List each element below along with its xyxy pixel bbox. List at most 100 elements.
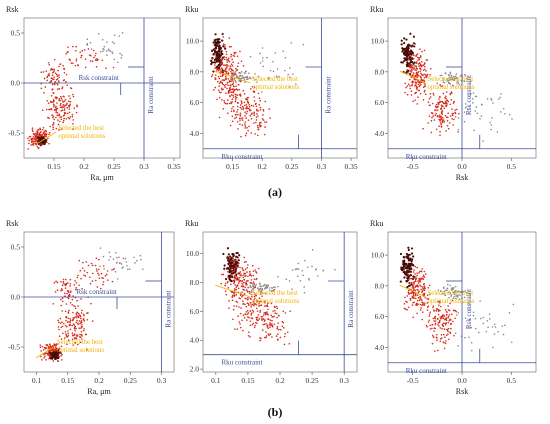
point-b1	[120, 263, 123, 265]
point-b2	[303, 291, 306, 294]
point-a2	[228, 60, 231, 63]
point-a3	[463, 80, 465, 82]
point-a1	[55, 108, 58, 111]
point-b3	[413, 301, 415, 304]
point-b2	[257, 267, 260, 270]
x-tick-label-b1: 0.15	[61, 376, 74, 385]
point-a3	[417, 83, 420, 86]
point-b3	[488, 313, 491, 315]
point-b1	[77, 305, 79, 307]
point-a2	[230, 45, 232, 48]
point-a3	[439, 84, 442, 86]
point-b3	[464, 290, 466, 292]
point-a2	[259, 62, 262, 64]
point-a2	[275, 75, 278, 77]
point-b3	[512, 303, 515, 306]
point-a1	[63, 111, 66, 114]
point-b2	[235, 279, 238, 281]
point-b3	[447, 316, 449, 319]
point-a3	[445, 72, 447, 75]
point-b3	[446, 289, 448, 291]
point-b3	[449, 331, 451, 333]
point-b2	[264, 319, 266, 321]
point-a1	[37, 147, 40, 150]
point-a1	[111, 51, 113, 53]
point-a2	[234, 117, 236, 120]
point-b1	[134, 262, 136, 264]
point-b3	[448, 296, 450, 299]
point-b3	[445, 340, 447, 342]
point-a2	[246, 75, 248, 78]
point-b2	[246, 267, 249, 269]
point-a3	[412, 72, 415, 74]
point-b1	[61, 297, 64, 300]
point-b2	[276, 316, 278, 319]
point-b3	[444, 336, 446, 338]
point-b2	[238, 306, 240, 308]
point-b1	[68, 309, 70, 312]
point-a3	[412, 67, 414, 70]
point-b1	[99, 247, 102, 249]
point-b1	[69, 323, 72, 326]
point-b3	[463, 296, 466, 299]
point-b1	[113, 267, 116, 270]
point-b3	[443, 287, 445, 290]
point-b2	[252, 287, 255, 290]
point-a2	[249, 76, 251, 79]
point-a1	[52, 126, 55, 128]
point-a3	[451, 118, 453, 120]
point-b1	[52, 360, 55, 362]
point-a1	[32, 130, 34, 133]
point-b1	[86, 348, 88, 351]
point-b3	[447, 309, 450, 311]
point-b3	[447, 291, 450, 294]
point-a1	[113, 42, 116, 45]
annotation-line2-a3: optimal solutions	[427, 84, 474, 91]
y-axis-label-a2: Rku	[185, 5, 198, 14]
point-b3	[457, 345, 459, 347]
point-b3	[421, 304, 423, 307]
point-a2	[268, 76, 270, 79]
point-a1	[86, 42, 89, 45]
point-a3	[404, 51, 407, 54]
point-a3	[406, 85, 409, 87]
panel-label-b: (b)	[267, 405, 283, 419]
point-a2	[225, 68, 227, 71]
annotation-line1-a1: Selected the best	[58, 125, 104, 132]
point-a3	[414, 74, 417, 77]
point-b2	[267, 327, 270, 330]
point-a3	[419, 75, 422, 78]
point-a1	[58, 74, 60, 76]
point-b3	[422, 302, 424, 305]
point-b2	[267, 284, 269, 287]
point-a1	[50, 94, 53, 97]
point-a2	[235, 113, 237, 116]
point-a1	[95, 66, 98, 68]
point-b1	[74, 280, 76, 282]
point-b1	[44, 355, 46, 358]
point-b1	[75, 321, 78, 324]
point-a1	[40, 87, 43, 90]
point-a1	[48, 64, 51, 66]
point-b2	[262, 323, 264, 326]
point-b3	[419, 303, 422, 306]
point-a3	[447, 116, 449, 118]
point-a2	[223, 46, 225, 49]
point-b1	[67, 330, 69, 332]
point-a2	[232, 94, 234, 97]
point-b2	[233, 262, 235, 265]
point-b1	[64, 283, 66, 285]
point-a3	[442, 117, 444, 119]
point-b2	[230, 280, 233, 283]
point-a2	[230, 70, 232, 73]
point-a3	[410, 50, 413, 53]
point-b2	[276, 327, 279, 330]
point-b2	[276, 325, 279, 328]
point-a2	[253, 111, 255, 114]
point-a1	[80, 56, 82, 59]
point-b3	[431, 334, 434, 337]
point-a2	[228, 102, 231, 105]
point-b3	[437, 300, 440, 303]
point-a1	[62, 114, 65, 117]
point-b3	[421, 286, 424, 288]
